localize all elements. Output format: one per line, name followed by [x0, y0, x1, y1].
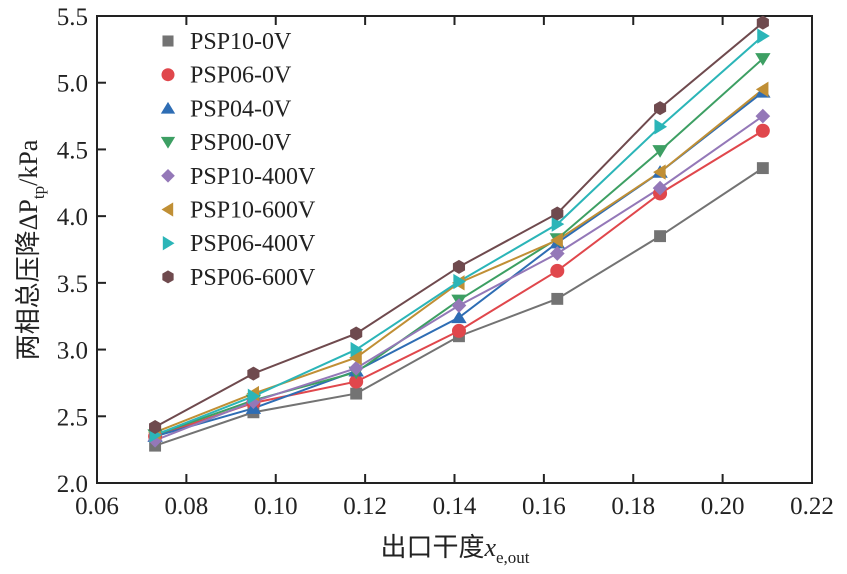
y-axis-title-unit: /kPa	[14, 139, 43, 186]
legend-item: PSP10-600V	[161, 198, 316, 224]
data-point	[350, 326, 363, 341]
data-point	[551, 216, 565, 232]
data-point	[350, 341, 364, 358]
x-tick-label: 0.16	[522, 493, 566, 520]
y-axis-title-text: 两相总压降ΔP	[14, 199, 43, 360]
data-point	[453, 273, 466, 290]
legend-label: PSP00-0V	[190, 130, 292, 156]
legend-item: PSP06-0V	[161, 63, 292, 89]
legend-label: PSP06-0V	[190, 63, 292, 89]
legend-label: PSP06-600V	[190, 265, 316, 291]
legend-label: PSP06-400V	[190, 231, 316, 257]
data-point	[550, 232, 563, 248]
data-point	[654, 119, 668, 135]
legend-item: PSP06-600V	[162, 265, 316, 291]
x-axis-title-subscript: e,out	[496, 548, 530, 567]
series-layer	[147, 15, 771, 452]
legend-marker-triangle-up-icon	[160, 101, 176, 114]
legend-label: PSP10-400V	[190, 164, 316, 190]
series-markers-psp06-600v	[149, 15, 769, 434]
data-point	[652, 180, 668, 196]
x-axis-title: 出口干度xe,out	[380, 533, 529, 567]
legend-item: PSP10-400V	[161, 164, 316, 190]
y-tick-label: 4.5	[57, 137, 88, 164]
data-point	[349, 374, 364, 389]
x-tick-label: 0.20	[701, 493, 745, 520]
legend: PSP10-0V PSP06-0V PSP04-0V PSP00-0V PSP10-40…	[160, 29, 316, 291]
y-tick-label: 3.5	[57, 271, 88, 298]
data-point	[551, 292, 564, 305]
y-tick-label: 5.0	[57, 71, 88, 98]
data-point	[755, 108, 771, 124]
legend-label: PSP04-0V	[190, 96, 292, 122]
data-point	[756, 15, 769, 30]
axis-titles: 出口干度xe,out 两相总压降ΔPtp/kPa	[14, 139, 530, 567]
data-point	[652, 145, 668, 158]
data-point	[756, 162, 769, 175]
data-point	[755, 53, 771, 66]
data-point	[549, 246, 565, 261]
series-markers-psp10-400v	[147, 108, 771, 448]
data-point	[350, 387, 363, 400]
data-point	[654, 230, 667, 243]
data-point	[653, 164, 666, 180]
y-tick-label: 2.0	[57, 471, 88, 498]
legend-marker-diamond-icon	[161, 168, 175, 183]
x-tick-label: 0.18	[611, 493, 655, 520]
data-point	[451, 298, 467, 313]
x-tick-label: 0.06	[75, 493, 119, 520]
data-point	[451, 323, 466, 338]
y-tick-label: 4.0	[57, 204, 88, 231]
x-axis-title-text: 出口干度	[380, 533, 484, 562]
legend-marker-circle-icon	[161, 68, 175, 82]
y-tick-label: 2.5	[57, 404, 88, 431]
data-point	[247, 366, 260, 381]
series-markers-psp06-400v	[149, 28, 770, 443]
data-point	[247, 388, 261, 404]
y-tick-label: 5.5	[57, 4, 88, 31]
x-tick-label: 0.14	[433, 493, 477, 520]
legend-marker-triangle-right-icon	[162, 236, 175, 251]
data-point	[551, 206, 564, 221]
y-tick-label: 3.0	[57, 338, 88, 365]
data-point	[654, 101, 667, 116]
legend-label: PSP10-600V	[190, 198, 316, 224]
legend-label: PSP10-0V	[190, 29, 292, 55]
x-tick-label: 0.10	[254, 493, 298, 520]
data-point	[757, 28, 770, 44]
x-axis-title-symbol: x	[483, 533, 496, 562]
x-tick-label: 0.22	[790, 493, 834, 520]
data-point	[550, 263, 565, 278]
legend-item: PSP00-0V	[160, 130, 292, 156]
data-point	[149, 419, 162, 434]
x-tick-label: 0.08	[165, 493, 209, 520]
legend-marker-triangle-down-icon	[160, 136, 176, 149]
data-point	[451, 310, 467, 324]
data-point	[348, 360, 364, 376]
y-axis-title: 两相总压降ΔPtp/kPa	[14, 139, 48, 360]
data-point	[755, 81, 769, 98]
x-tick-label: 0.12	[343, 493, 387, 520]
legend-item: PSP10-0V	[162, 29, 292, 55]
data-point	[452, 259, 466, 274]
legend-marker-triangle-left-icon	[161, 202, 174, 217]
data-point	[755, 123, 770, 138]
legend-marker-square-icon	[162, 35, 174, 47]
legend-item: PSP04-0V	[160, 96, 292, 122]
legend-item: PSP06-400V	[162, 231, 316, 257]
data-point	[349, 349, 362, 366]
axes: 0.06 0.08 0.10 0.12 0.14 0.16 0.18 0.20 0.22 2.0 2…	[57, 4, 834, 520]
legend-marker-hexagon-icon	[162, 270, 174, 284]
y-axis-title-subscript: tp	[29, 186, 48, 199]
